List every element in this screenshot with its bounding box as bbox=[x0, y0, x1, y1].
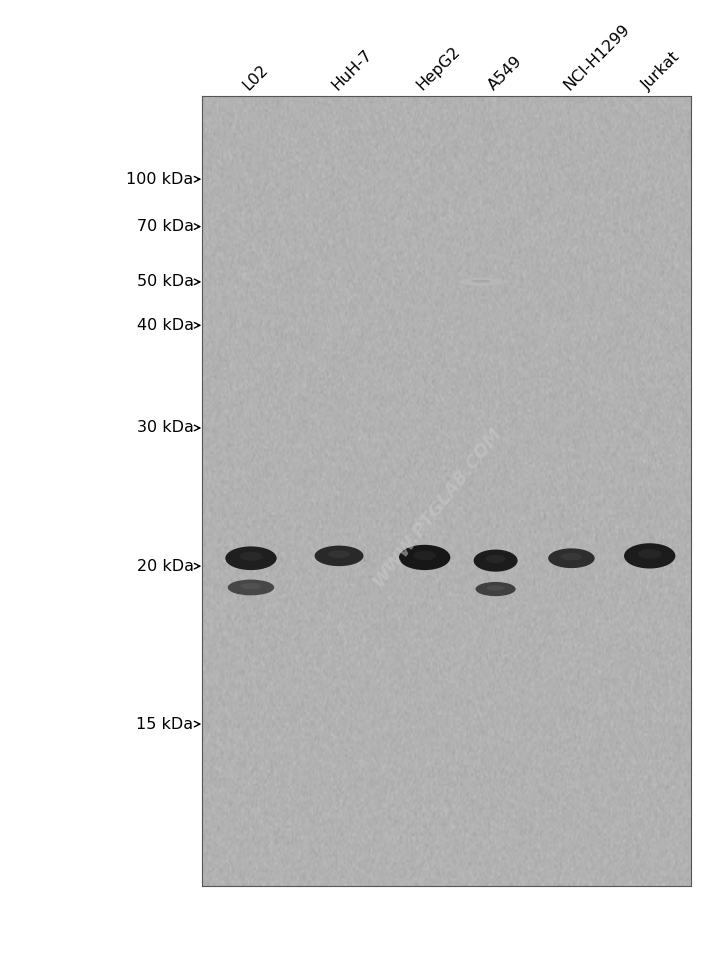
Text: 40 kDa: 40 kDa bbox=[137, 318, 194, 333]
Text: HuH-7: HuH-7 bbox=[328, 47, 374, 93]
Ellipse shape bbox=[240, 584, 262, 589]
Text: WWW.PTGLAB.COM: WWW.PTGLAB.COM bbox=[369, 424, 505, 590]
Ellipse shape bbox=[225, 546, 277, 570]
Text: HepG2: HepG2 bbox=[414, 44, 464, 93]
Ellipse shape bbox=[399, 545, 450, 570]
Text: 100 kDa: 100 kDa bbox=[126, 171, 194, 187]
Text: 20 kDa: 20 kDa bbox=[137, 559, 194, 574]
Ellipse shape bbox=[315, 546, 364, 566]
Text: A549: A549 bbox=[485, 54, 525, 93]
Text: 15 kDa: 15 kDa bbox=[136, 716, 194, 732]
Ellipse shape bbox=[228, 580, 274, 595]
Ellipse shape bbox=[624, 543, 676, 568]
Text: 50 kDa: 50 kDa bbox=[137, 274, 194, 289]
Ellipse shape bbox=[486, 555, 506, 563]
Text: L02: L02 bbox=[240, 63, 272, 93]
Ellipse shape bbox=[476, 582, 515, 596]
Ellipse shape bbox=[240, 552, 262, 560]
Ellipse shape bbox=[561, 553, 582, 560]
Text: 30 kDa: 30 kDa bbox=[137, 421, 194, 435]
Ellipse shape bbox=[548, 548, 595, 568]
Ellipse shape bbox=[474, 550, 518, 572]
Ellipse shape bbox=[413, 551, 436, 560]
Ellipse shape bbox=[471, 279, 491, 283]
Text: 70 kDa: 70 kDa bbox=[137, 220, 194, 234]
Text: Jurkat: Jurkat bbox=[639, 50, 683, 93]
Ellipse shape bbox=[486, 586, 505, 590]
Ellipse shape bbox=[328, 550, 350, 559]
Ellipse shape bbox=[638, 549, 661, 559]
Ellipse shape bbox=[459, 278, 503, 286]
Text: NCI-H1299: NCI-H1299 bbox=[561, 21, 632, 93]
